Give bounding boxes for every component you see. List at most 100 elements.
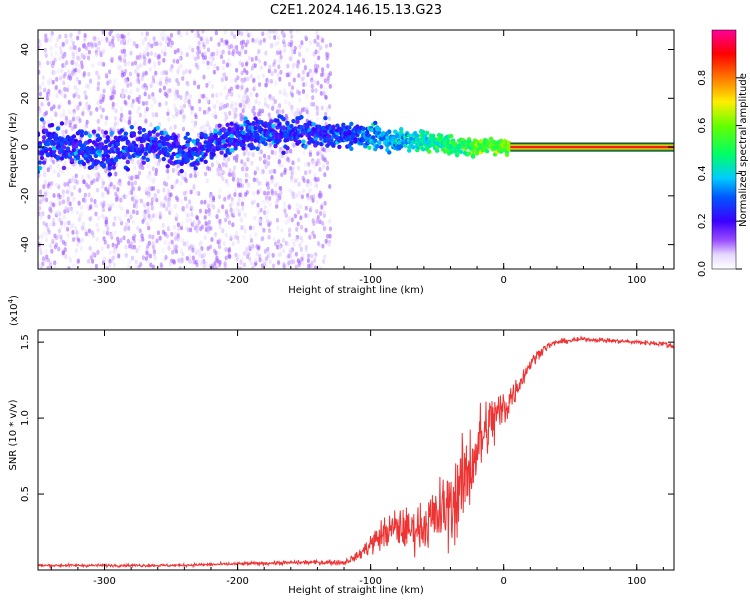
snr-panel: -300 -200 -100 0 100 0.51.01.5 Height of str… xyxy=(7,295,675,596)
noise-speckle xyxy=(302,214,306,219)
noise-speckle xyxy=(46,257,51,263)
ridge-blob xyxy=(89,157,95,162)
noise-speckle xyxy=(270,188,274,194)
noise-speckle xyxy=(114,191,118,197)
noise-speckle xyxy=(312,101,316,107)
ridge-blob xyxy=(303,144,308,149)
ridge-blob xyxy=(377,127,382,132)
noise-speckle xyxy=(42,125,46,130)
noise-speckle xyxy=(239,216,243,222)
ridge-blob xyxy=(163,146,168,152)
noise-speckle xyxy=(308,169,312,175)
noise-speckle xyxy=(222,241,226,246)
noise-speckle xyxy=(46,167,50,173)
noise-speckle xyxy=(292,62,296,68)
noise-speckle xyxy=(242,100,246,106)
noise-speckle xyxy=(92,251,96,257)
noise-speckle xyxy=(152,196,156,202)
noise-speckle xyxy=(190,110,194,116)
noise-speckle xyxy=(209,36,213,42)
ridge-blob xyxy=(233,138,238,143)
noise-speckle xyxy=(181,175,185,181)
noise-speckle xyxy=(112,221,116,227)
ridge-blob xyxy=(147,132,152,137)
noise-speckle xyxy=(44,38,48,43)
noise-speckle xyxy=(182,190,187,196)
noise-speckle xyxy=(38,91,43,97)
noise-speckle xyxy=(322,226,326,232)
noise-speckle xyxy=(56,163,60,169)
noise-speckle xyxy=(159,77,163,82)
noise-speckle xyxy=(225,39,229,45)
ridge-blob xyxy=(261,137,266,142)
noise-speckle xyxy=(283,48,287,54)
ridge-blob xyxy=(51,141,57,146)
noise-speckle xyxy=(208,193,213,199)
noise-speckle xyxy=(243,250,247,256)
ridge-blob xyxy=(438,137,444,142)
noise-speckle xyxy=(97,126,101,132)
ridge-blob xyxy=(211,148,216,153)
noise-speckle xyxy=(298,204,303,209)
ridge-blob xyxy=(101,157,107,162)
noise-speckle xyxy=(89,41,94,47)
noise-speckle xyxy=(301,58,306,63)
noise-speckle xyxy=(64,220,68,226)
noise-speckle xyxy=(42,165,46,170)
noise-speckle xyxy=(44,178,48,184)
noise-speckle xyxy=(295,227,299,232)
noise-speckle xyxy=(154,167,159,173)
noise-speckle xyxy=(85,83,89,89)
noise-speckle xyxy=(197,132,201,138)
ridge-blob xyxy=(165,164,170,169)
noise-speckle xyxy=(201,30,205,34)
noise-speckle xyxy=(253,84,257,90)
ridge-blob xyxy=(504,152,510,157)
noise-speckle xyxy=(270,106,275,111)
noise-speckle xyxy=(64,254,68,259)
noise-speckle xyxy=(310,260,314,266)
noise-speckle xyxy=(114,197,119,203)
noise-speckle xyxy=(100,246,105,251)
noise-speckle xyxy=(322,258,326,264)
noise-speckle xyxy=(79,245,83,251)
noise-speckle xyxy=(206,60,210,66)
noise-speckle xyxy=(44,33,48,39)
noise-speckle xyxy=(130,104,134,110)
noise-speckle xyxy=(54,43,58,48)
ridge-blob xyxy=(359,141,364,146)
noise-speckle xyxy=(266,250,270,256)
noise-speckle xyxy=(259,224,264,230)
noise-speckle xyxy=(288,71,293,76)
noise-speckle xyxy=(161,223,165,228)
noise-speckle xyxy=(75,179,79,185)
noise-speckle xyxy=(237,197,241,203)
noise-speckle xyxy=(158,211,162,217)
noise-speckle xyxy=(146,51,150,57)
noise-speckle xyxy=(111,125,115,131)
noise-speckle xyxy=(45,191,49,196)
noise-speckle xyxy=(93,198,97,204)
noise-speckle xyxy=(76,242,80,247)
noise-speckle xyxy=(289,56,293,62)
ridge-blob xyxy=(407,133,412,138)
noise-speckle xyxy=(292,194,296,200)
noise-speckle xyxy=(246,181,250,187)
noise-speckle xyxy=(164,254,168,260)
noise-speckle xyxy=(61,41,65,47)
noise-speckle xyxy=(221,49,225,55)
noise-speckle xyxy=(299,235,303,241)
ridge-blob xyxy=(305,124,310,130)
noise-speckle xyxy=(260,263,264,269)
noise-speckle xyxy=(136,159,140,165)
noise-speckle xyxy=(259,218,263,224)
noise-speckle xyxy=(274,241,278,247)
noise-speckle xyxy=(200,253,204,259)
noise-speckle xyxy=(109,232,114,238)
noise-speckle xyxy=(271,96,276,101)
noise-speckle xyxy=(48,262,53,268)
noise-speckle xyxy=(318,211,323,216)
noise-speckle xyxy=(270,149,274,155)
noise-speckle xyxy=(176,93,180,99)
ridge-blob xyxy=(311,122,316,127)
